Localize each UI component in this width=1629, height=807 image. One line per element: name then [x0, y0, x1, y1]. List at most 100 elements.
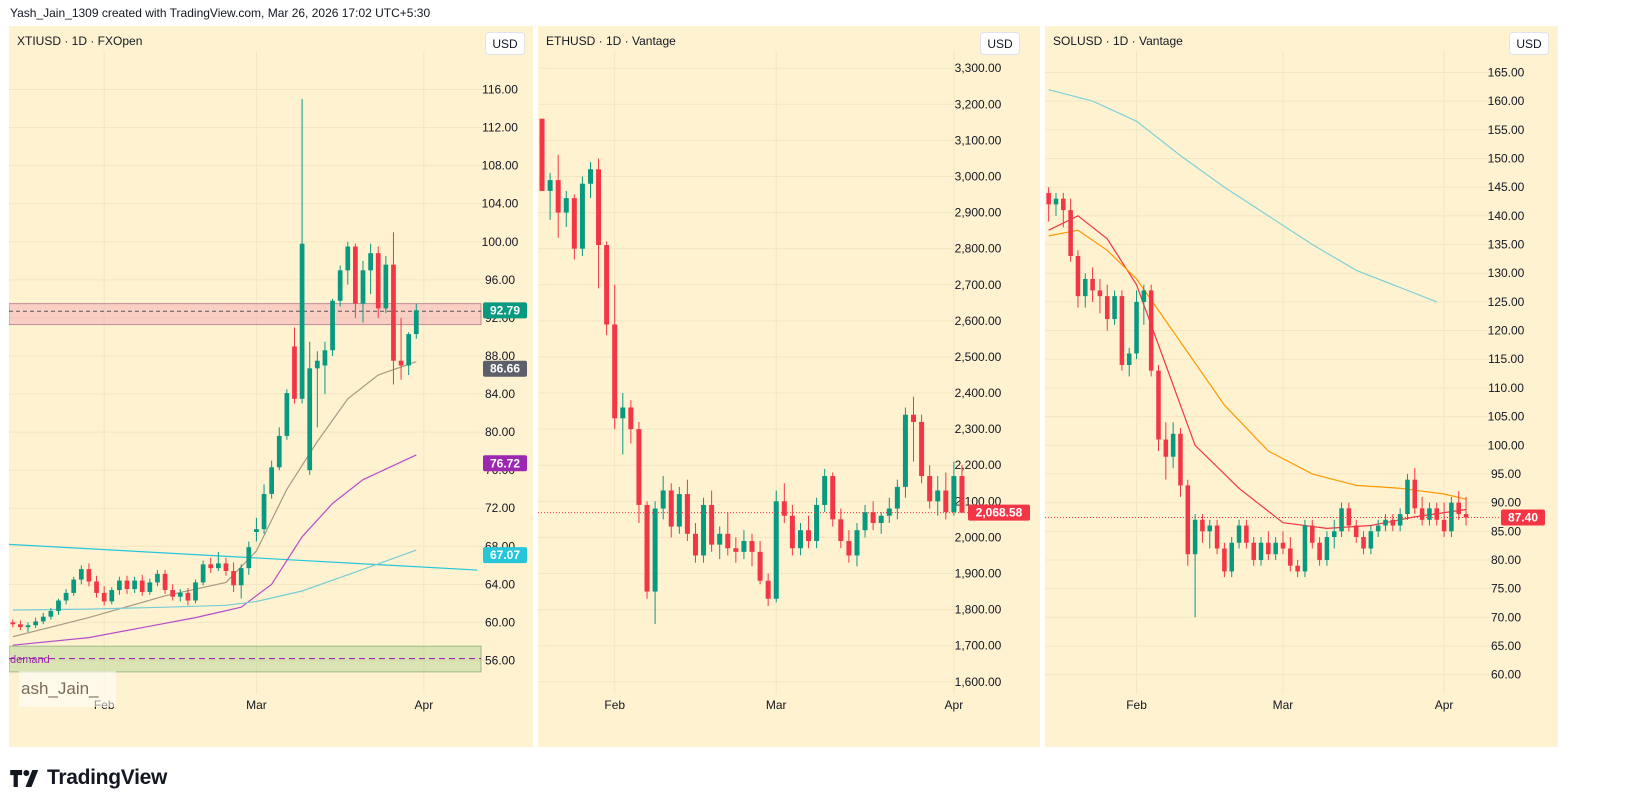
candle-body [322, 350, 328, 366]
y-tick-label: 110.00 [1488, 381, 1524, 395]
candle [307, 341, 313, 475]
candle-body [1061, 198, 1066, 211]
x-tick-label: Feb [604, 698, 625, 712]
chart-panel-xtiusd[interactable]: 116.00112.00108.00104.00100.0096.0092.00… [9, 26, 533, 747]
candle-body [620, 407, 626, 419]
moving-average-3 [1048, 89, 1438, 303]
y-tick-label: 75.00 [1491, 582, 1521, 596]
y-tick-label: 116.00 [482, 83, 518, 97]
candle [757, 541, 763, 585]
x-tick-label: Mar [1273, 698, 1294, 712]
candle-body [1068, 210, 1073, 256]
candle-body [1156, 370, 1161, 440]
candle [1068, 198, 1073, 262]
candle-body [269, 467, 275, 494]
tradingview-brand: TradingView [47, 766, 168, 789]
candle-body [261, 493, 267, 530]
candle-body [1244, 525, 1249, 543]
y-tick-label: 3,300.00 [955, 61, 1002, 75]
currency-button-solusd[interactable]: USD [1509, 32, 1549, 55]
candle-body [814, 504, 820, 542]
candle-body [1046, 192, 1051, 205]
candle [375, 246, 381, 318]
candle-body [959, 476, 965, 513]
candle-body [797, 530, 803, 549]
candle-body [94, 581, 99, 593]
chart-svg-ethusd[interactable]: 3,300.00 3,200.00 3,100.00 3,000.00 2,900.00… [538, 26, 1040, 747]
candle-body [1397, 514, 1403, 526]
y-tick-label: 150.00 [1488, 151, 1525, 165]
candle [276, 427, 282, 471]
candle-body [1412, 479, 1418, 509]
y-tick-label: 72.00 [485, 501, 515, 515]
price-label-bg [483, 455, 527, 472]
candle [170, 584, 176, 601]
candle [620, 393, 626, 455]
candle-body [383, 264, 389, 309]
candle-body [155, 573, 160, 583]
candle [660, 476, 666, 520]
x-tick-label: Apr [1435, 698, 1454, 712]
candle-body [1185, 485, 1191, 555]
candle-body [838, 519, 844, 542]
candle-body [951, 476, 957, 513]
candle [25, 622, 31, 632]
candle [1229, 537, 1234, 578]
candle [1046, 187, 1051, 222]
currency-button-ethusd[interactable]: USD [980, 32, 1020, 55]
currency-button-xtiusd[interactable]: USD [485, 32, 525, 55]
candle [1126, 347, 1132, 377]
chart-svg-xtiusd[interactable]: 116.00112.00108.00104.00100.0096.0092.00… [9, 26, 533, 747]
candle-body [1310, 525, 1315, 543]
candle [193, 579, 198, 604]
candle [71, 576, 77, 596]
price-label: 67.07 [490, 548, 520, 562]
y-tick-label: 105.00 [1488, 410, 1525, 424]
candle [563, 190, 569, 228]
candle-body [911, 414, 917, 422]
chart-svg-solusd[interactable]: 165.00 160.00 155.00 150.00 145.00 140.00 135.… [1045, 26, 1558, 747]
candle-body [33, 621, 39, 626]
chart-panel-solusd[interactable]: 165.00 160.00 155.00 150.00 145.00 140.00 135.… [1045, 26, 1558, 747]
price-label: 86.66 [490, 362, 520, 376]
candle [1061, 192, 1066, 228]
candle-body [1090, 278, 1095, 291]
candle [1119, 290, 1125, 371]
author-watermark: ash_Jain_ [19, 671, 116, 707]
candle [40, 612, 46, 625]
y-tick-label: 2,600.00 [955, 314, 1002, 328]
candle [612, 284, 618, 430]
symbol-title-solusd[interactable]: SOLUSD · 1D · Vantage [1053, 34, 1183, 48]
candle-body [330, 300, 335, 351]
candle [231, 562, 236, 592]
candle [337, 265, 343, 307]
candle [571, 194, 577, 260]
candle-body [781, 501, 787, 516]
candle [935, 476, 941, 516]
candle [292, 327, 297, 404]
candle-body [749, 541, 755, 552]
candle-body [177, 592, 183, 597]
symbol-title-ethusd[interactable]: ETHUSD · 1D · Vantage [546, 34, 676, 48]
candle [162, 570, 168, 594]
candle [1361, 531, 1366, 555]
candle-body [612, 324, 618, 419]
candle-body [862, 512, 868, 531]
candle [1251, 537, 1256, 566]
candle-body [660, 490, 666, 509]
candle [1405, 473, 1410, 520]
candle [299, 99, 305, 404]
candle-body [644, 504, 650, 592]
candle-body [223, 563, 229, 572]
candle-body [878, 515, 884, 523]
candle [18, 620, 23, 631]
candle [1280, 531, 1286, 555]
candle-body [117, 580, 122, 591]
tradingview-footer[interactable]: TradingView [10, 766, 167, 790]
candle-body [1288, 548, 1293, 566]
candle-body [668, 490, 674, 527]
chart-panel-ethusd[interactable]: 3,300.00 3,200.00 3,100.00 3,000.00 2,900.00… [538, 26, 1040, 747]
symbol-title-xtiusd[interactable]: XTIUSD · 1D · FXOpen [17, 34, 143, 48]
candle-body [56, 600, 61, 611]
moving-average-3 [12, 549, 417, 611]
